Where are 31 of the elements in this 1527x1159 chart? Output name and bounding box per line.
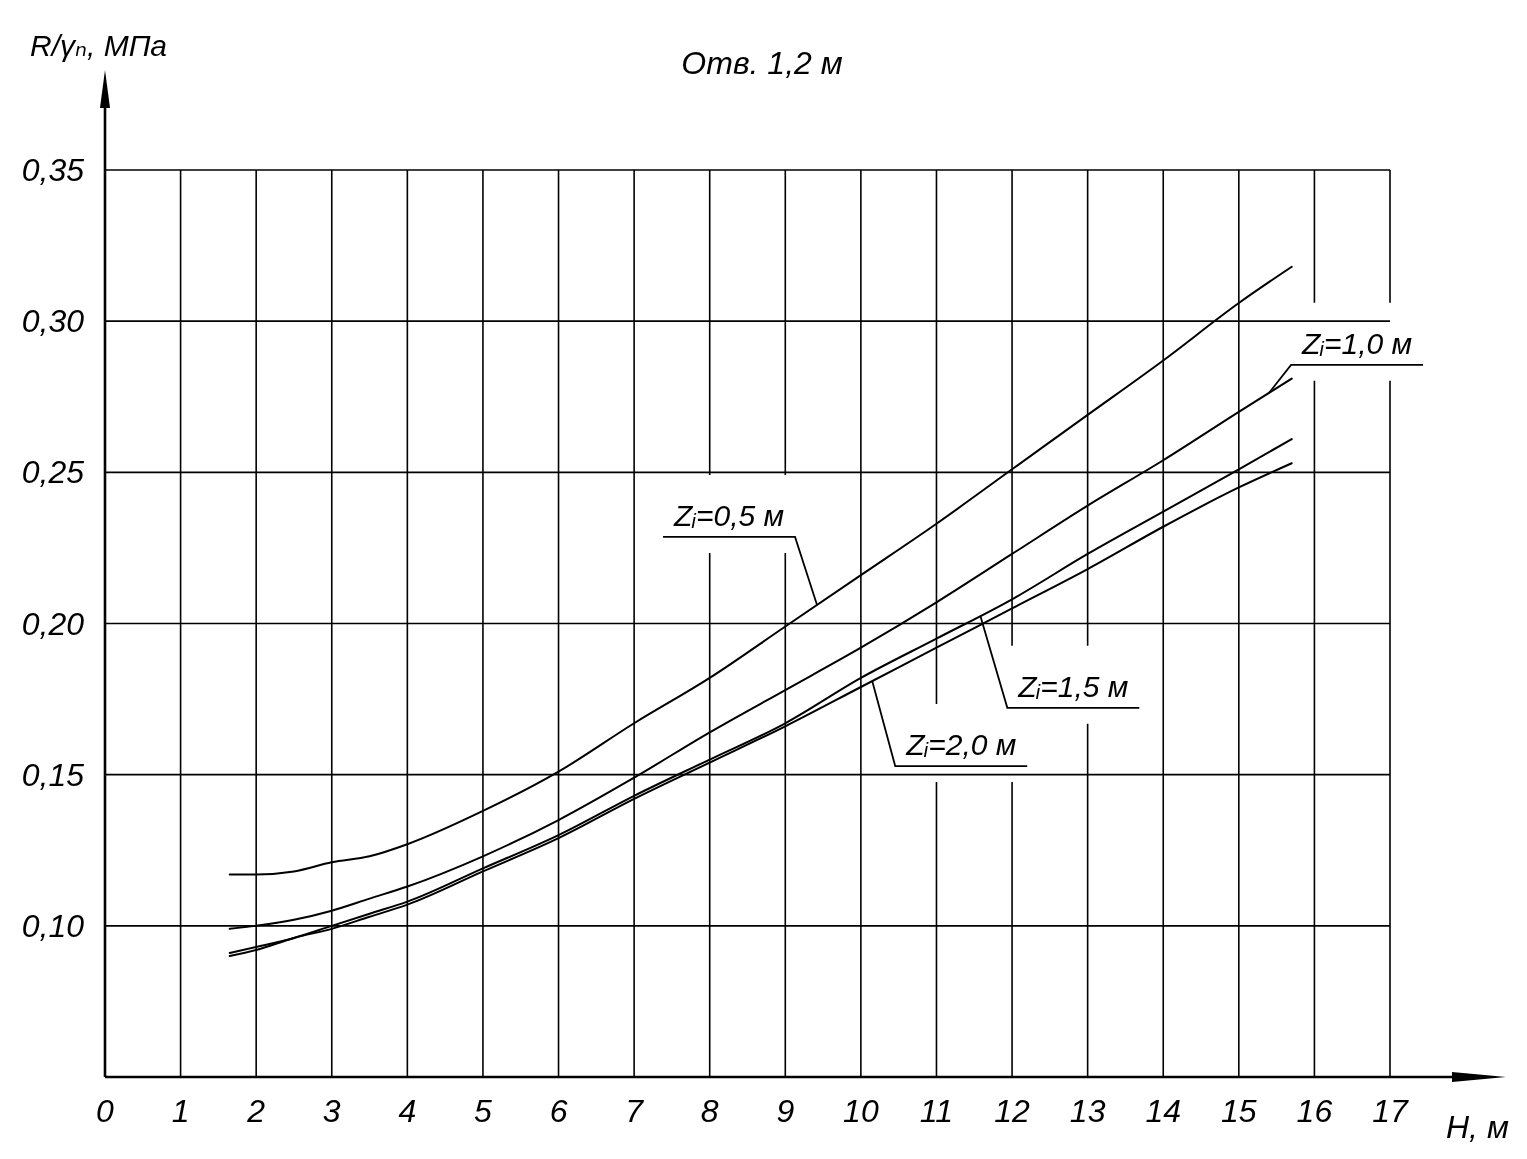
y-tick-label: 0,20 — [21, 605, 85, 642]
x-tick-label: 9 — [776, 1093, 795, 1129]
x-tick-label: 3 — [322, 1093, 341, 1129]
x-tick-label: 1 — [171, 1093, 190, 1129]
x-tick-label: 16 — [1296, 1093, 1333, 1129]
y-tick-label: 0,10 — [21, 907, 85, 944]
y-tick-label: 0,15 — [21, 756, 85, 793]
x-tick-label: 2 — [246, 1093, 266, 1129]
x-tick-label: 6 — [549, 1093, 568, 1129]
chart-title: Отв. 1,2 м — [681, 45, 843, 81]
series-label: Zᵢ=1,0 м — [1300, 326, 1413, 360]
x-tick-label: 8 — [700, 1093, 719, 1129]
text: Zᵢ=0,5 м — [672, 498, 785, 532]
x-tick-label: 0 — [96, 1093, 115, 1129]
x-tick-label: 11 — [919, 1093, 954, 1129]
y-tick-label: 0,35 — [21, 152, 85, 188]
x-tick-label: 4 — [398, 1093, 417, 1129]
x-tick-label: 17 — [1372, 1093, 1409, 1129]
x-tick-label: 7 — [625, 1093, 645, 1129]
x-tick-label: 5 — [474, 1093, 493, 1129]
x-tick-label: 15 — [1221, 1093, 1257, 1129]
x-tick-label: 10 — [843, 1093, 879, 1129]
x-tick-label: 14 — [1145, 1093, 1182, 1129]
x-axis-title: H, м — [1446, 1109, 1509, 1145]
y-axis-title: R/γₙ, МПа — [30, 29, 168, 62]
x-tick-label: 12 — [994, 1093, 1031, 1129]
x-tick-label: 13 — [1069, 1093, 1106, 1129]
y-tick-label: 0,25 — [21, 454, 85, 491]
series-label: Zᵢ=2,0 м — [905, 728, 1017, 762]
text: Zᵢ=1,5 м — [1017, 669, 1129, 703]
y-tick-label: 0,30 — [21, 303, 85, 340]
